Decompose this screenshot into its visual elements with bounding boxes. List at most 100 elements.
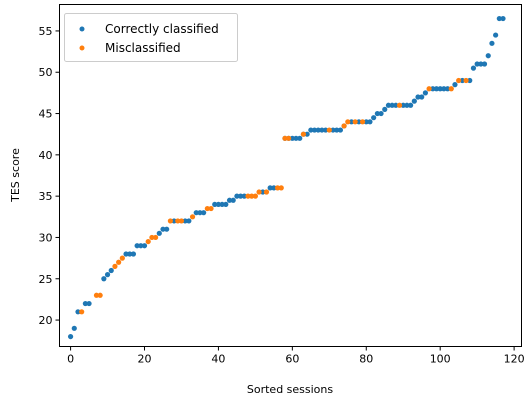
data-point-correct	[171, 218, 177, 224]
y-tick-label: 55	[39, 25, 53, 38]
data-point-correct	[193, 210, 199, 216]
data-point-correct	[311, 127, 318, 133]
data-point-correct	[234, 193, 240, 199]
x-axis-ticks: 0 20 40 60 80 100 120	[67, 346, 525, 366]
data-point-correct	[86, 300, 92, 307]
data-point-misclassified	[175, 218, 181, 224]
data-point-correct	[444, 86, 451, 92]
data-point-misclassified	[396, 102, 403, 108]
data-point-correct	[138, 243, 144, 249]
data-point-correct	[430, 86, 436, 92]
y-tick-label: 25	[39, 273, 53, 286]
data-point-correct	[212, 201, 218, 208]
data-point-correct	[411, 98, 417, 104]
y-tick-label: 30	[39, 231, 53, 244]
x-axis-label: Sorted sessions	[247, 383, 334, 396]
y-tick-label: 40	[39, 149, 53, 162]
data-point-misclassified	[245, 193, 251, 199]
data-point-correct	[238, 193, 244, 199]
x-tick-label: 20	[138, 353, 152, 366]
data-point-correct	[467, 77, 473, 84]
data-point-correct	[400, 102, 406, 108]
y-tick-label: 35	[39, 190, 53, 203]
data-point-misclassified	[79, 309, 85, 315]
data-point-correct	[186, 218, 192, 224]
data-point-correct	[415, 94, 421, 100]
data-point-correct	[82, 300, 88, 307]
y-tick-label: 45	[39, 108, 53, 121]
data-point-misclassified	[256, 189, 262, 195]
legend-marker-misclassified	[79, 45, 85, 51]
data-point-misclassified	[153, 234, 159, 241]
data-points	[67, 15, 506, 340]
data-point-correct	[452, 82, 458, 88]
data-point-misclassified	[252, 193, 258, 199]
data-point-misclassified	[178, 218, 185, 224]
data-point-correct	[374, 110, 380, 117]
data-point-correct	[367, 119, 373, 125]
data-point-misclassified	[263, 189, 270, 195]
data-point-correct	[308, 127, 314, 133]
data-point-correct	[378, 110, 384, 117]
x-tick-label: 0	[67, 353, 74, 366]
y-axis-label: TES score	[9, 148, 22, 203]
data-point-misclassified	[204, 205, 210, 212]
data-point-correct	[470, 65, 477, 71]
data-point-misclassified	[278, 185, 284, 191]
data-point-correct	[127, 251, 133, 257]
data-point-correct	[201, 210, 207, 216]
data-point-correct	[389, 102, 395, 108]
data-point-correct	[289, 135, 295, 141]
data-point-correct	[164, 226, 170, 232]
data-point-correct	[304, 131, 310, 137]
data-point-misclassified	[426, 86, 432, 92]
data-point-correct	[297, 135, 303, 141]
data-point-misclassified	[345, 119, 351, 125]
legend: Correctly classified Misclassified	[64, 13, 238, 62]
data-point-correct	[315, 127, 321, 133]
data-point-correct	[323, 127, 329, 133]
y-tick-label: 20	[39, 314, 53, 327]
data-point-correct	[223, 201, 229, 208]
data-point-misclassified	[282, 135, 288, 141]
data-point-correct	[408, 102, 414, 108]
data-point-correct	[182, 218, 188, 224]
data-point-misclassified	[341, 123, 347, 129]
data-point-correct	[219, 201, 225, 208]
data-point-correct	[356, 119, 362, 125]
data-point-correct	[433, 86, 440, 92]
data-point-correct	[441, 86, 447, 92]
data-point-correct	[371, 115, 377, 121]
data-point-misclassified	[189, 214, 196, 220]
data-point-correct	[226, 197, 233, 203]
data-point-correct	[101, 276, 107, 282]
data-point-misclassified	[149, 234, 155, 241]
data-point-misclassified	[112, 263, 118, 269]
legend-label-correctly-classified: Correctly classified	[105, 22, 219, 36]
data-point-correct	[108, 267, 114, 274]
data-point-correct	[474, 61, 480, 67]
data-point-correct	[160, 226, 166, 232]
data-point-misclassified	[93, 292, 100, 298]
data-point-correct	[459, 77, 465, 84]
data-point-correct	[293, 135, 299, 141]
data-point-correct	[241, 193, 247, 199]
data-point-misclassified	[448, 86, 454, 92]
data-point-correct	[71, 325, 77, 331]
plot-area-frame	[59, 4, 522, 347]
data-point-correct	[134, 243, 140, 249]
data-point-correct	[437, 86, 443, 92]
data-point-misclassified	[97, 292, 103, 298]
data-point-misclassified	[456, 77, 462, 84]
legend-label-misclassified: Misclassified	[105, 41, 181, 55]
data-point-correct	[500, 15, 506, 22]
data-point-misclassified	[463, 77, 469, 84]
data-point-correct	[330, 127, 336, 133]
data-point-correct	[197, 210, 203, 216]
data-point-correct	[75, 309, 81, 315]
x-tick-label: 40	[211, 353, 225, 366]
data-point-misclassified	[286, 135, 292, 141]
data-point-correct	[319, 127, 325, 133]
data-point-misclassified	[145, 238, 151, 245]
